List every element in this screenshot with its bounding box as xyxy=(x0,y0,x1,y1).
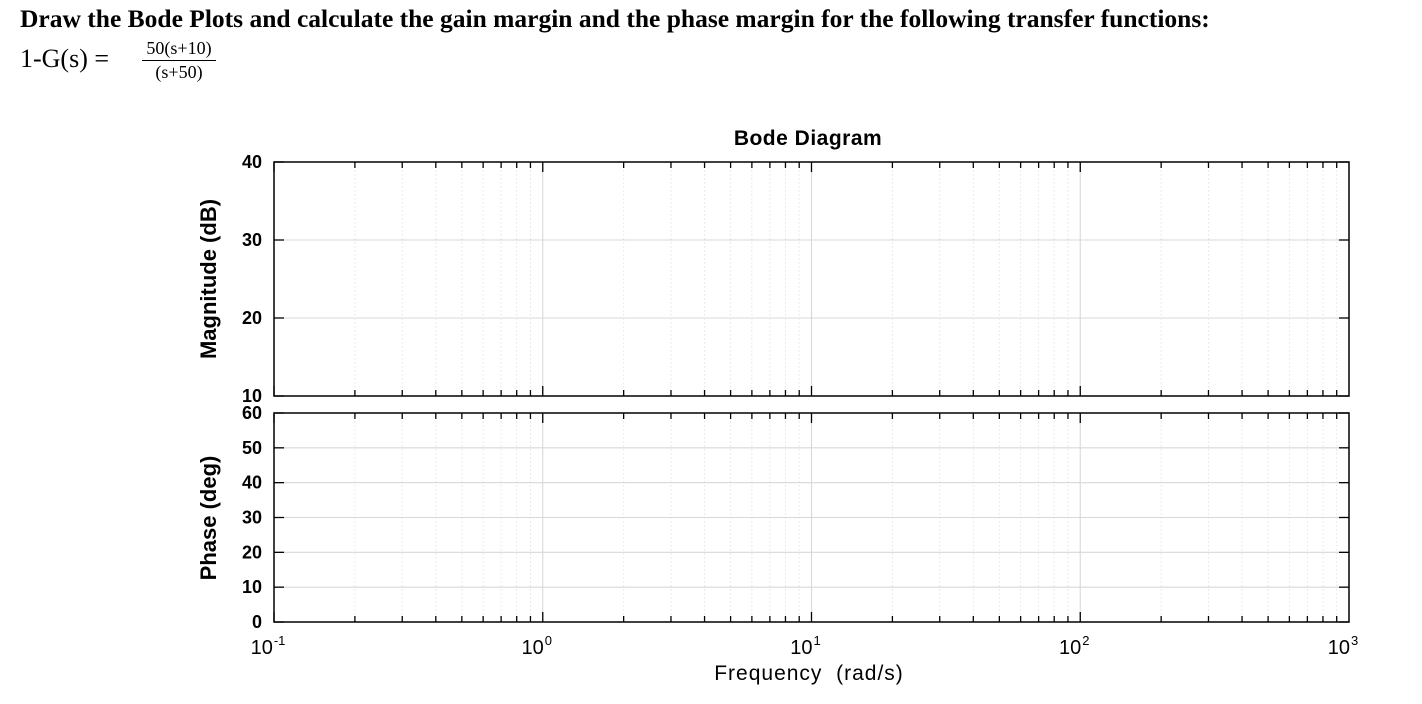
x-tick-labels: 10-1 100 101 102 103 xyxy=(251,633,1359,659)
magnitude-ylabel: Magnitude (dB) xyxy=(196,199,221,359)
magnitude-y-ticks: 40 30 20 10 xyxy=(242,152,262,406)
phase-y-tick-label: 0 xyxy=(252,612,262,632)
magnitude-axes-box xyxy=(273,161,1350,397)
fraction-bar xyxy=(142,60,216,62)
magnitude-y-tick-label: 20 xyxy=(242,308,262,328)
magnitude-y-tick-label: 30 xyxy=(242,230,262,250)
phase-y-tick-label: 10 xyxy=(242,577,262,597)
magnitude-grid xyxy=(273,161,1349,397)
phase-y-tick-label: 50 xyxy=(242,438,262,458)
phase-y-tick-label: 60 xyxy=(242,403,262,423)
phase-grid xyxy=(273,412,1349,623)
x-tick-label: 10-1 xyxy=(251,633,286,659)
phase-y-ticks: 60 50 40 30 20 10 0 xyxy=(242,403,262,632)
transfer-function-fraction: 50(s+10) (s+50) xyxy=(140,38,218,83)
x-tick-label: 103 xyxy=(1328,633,1358,659)
x-tick-label: 102 xyxy=(1059,633,1089,659)
magnitude-y-tick-label: 10 xyxy=(242,386,262,406)
phase-y-tick-label: 20 xyxy=(242,542,262,562)
problem-statement: Draw the Bode Plots and calculate the ga… xyxy=(20,4,1210,33)
x-axis-label: Frequency (rad/s) xyxy=(714,662,904,685)
transfer-function-numerator: 50(s+10) xyxy=(146,38,212,58)
x-tick-label: 101 xyxy=(790,633,820,659)
phase-y-tick-label: 30 xyxy=(242,508,262,528)
chart-title: Bode Diagram xyxy=(734,127,882,150)
phase-axes-box xyxy=(273,412,1350,623)
transfer-function-lhs: 1-G(s) = xyxy=(20,44,110,73)
phase-y-tick-label: 40 xyxy=(242,473,262,493)
x-tick-label: 100 xyxy=(522,633,552,659)
magnitude-y-tick-label: 40 xyxy=(242,152,262,172)
phase-ylabel: Phase (deg) xyxy=(196,456,221,581)
transfer-function-denominator: (s+50) xyxy=(155,62,203,83)
